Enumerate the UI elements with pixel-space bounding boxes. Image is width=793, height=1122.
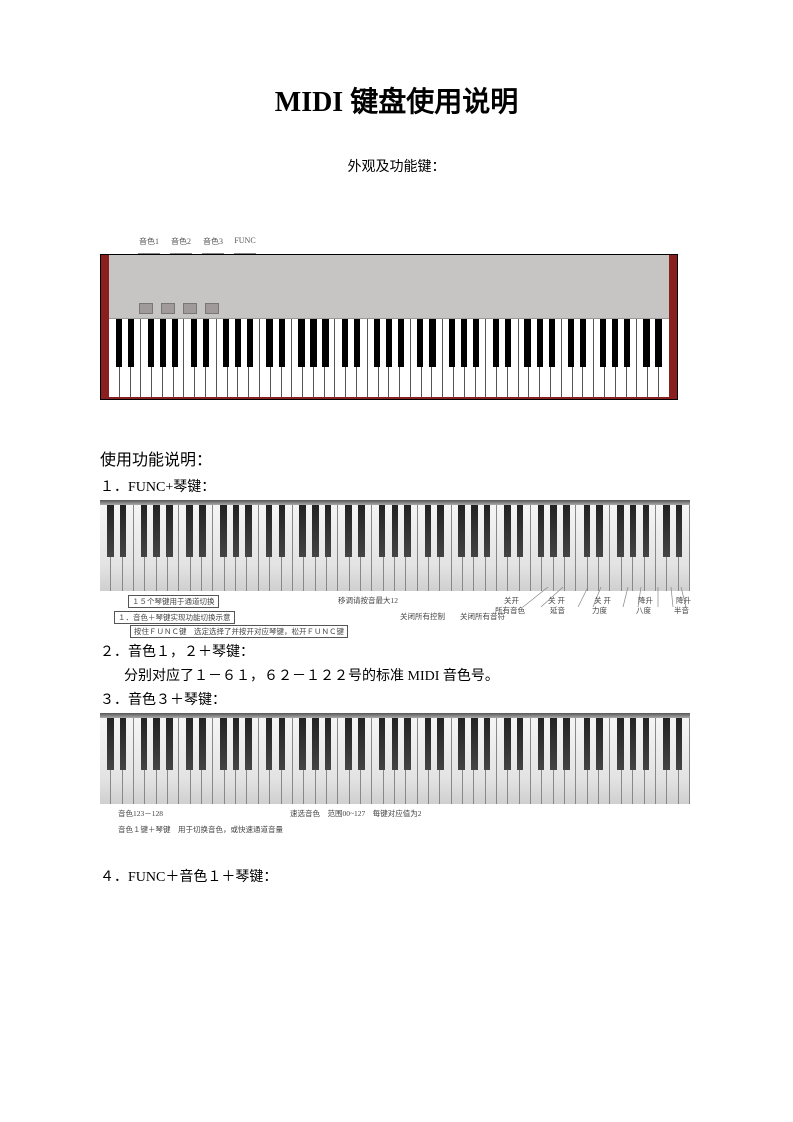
- kb1-btn-0: [139, 303, 153, 314]
- kb2-annot-mid: 移调请按音最大12: [338, 595, 398, 606]
- keyboard-1-casing: [100, 254, 678, 400]
- item-3: ３．音色３＋琴键：: [100, 689, 693, 709]
- kb1-lbl-1: 音色2: [170, 236, 192, 254]
- kb2-annot-extra: 关闭所有控制 关闭所有音符: [400, 611, 505, 622]
- page-title: MIDI 键盘使用说明: [100, 80, 693, 120]
- kb2-annot-b1: １．音色＋琴键实现功能切换示意: [114, 611, 235, 624]
- keyboard-2: [100, 500, 690, 591]
- keyboard-1-buttons: [139, 303, 219, 314]
- kb2-annot-rl3: 八度: [636, 605, 651, 616]
- section-heading: 使用功能说明：: [100, 446, 693, 470]
- keyboard-2-annotations: １５个琴键用于通道切换 移调请按音最大12 关开 关 开 关 开 降升 降升 所…: [100, 591, 693, 641]
- item-2b: 分别对应了１－６１，６２－１２２号的标准 MIDI 音色号。: [100, 665, 693, 685]
- kb3-annot-left: 音色123－128: [118, 808, 163, 819]
- item-4: ４．FUNC＋音色１＋琴键：: [100, 866, 693, 886]
- keyboard-3-annotations: 音色123－128 速选音色 范围00~127 每键对应值为2 音色１键＋琴键 …: [100, 804, 693, 836]
- kb2-annot-b2: 按住ＦＵＮＣ键 选定选择了并按开对应琴键，松开ＦＵＮＣ键: [130, 625, 348, 638]
- item-2: ２．音色１，２＋琴键：: [100, 641, 693, 661]
- subtitle: 外观及功能键：: [100, 156, 693, 176]
- kb2-annot-rl4: 半音: [674, 605, 689, 616]
- keyboard-3: [100, 713, 690, 804]
- kb2-annot-rl2: 力度: [592, 605, 607, 616]
- kb1-button-labels: 音色1 音色2 音色3 FUNC: [138, 236, 693, 254]
- kb1-lbl-0: 音色1: [138, 236, 160, 254]
- kb1-btn-3: [205, 303, 219, 314]
- kb2-annot-rl1: 延音: [550, 605, 565, 616]
- kb1-lbl-2: 音色3: [202, 236, 224, 254]
- kb1-btn-1: [161, 303, 175, 314]
- kb2-annot-left: １５个琴键用于通道切换: [128, 595, 219, 608]
- kb1-btn-2: [183, 303, 197, 314]
- kb3-annot-mid: 速选音色 范围00~127 每键对应值为2: [290, 808, 422, 819]
- keyboard-1-top-panel: [109, 255, 669, 319]
- kb3-annot-bottom: 音色１键＋琴键 用于切换音色，或快速通道音量: [118, 824, 283, 835]
- keyboard-1-keys: [109, 319, 669, 397]
- kb1-lbl-3: FUNC: [234, 236, 256, 254]
- item-1: １．FUNC+琴键：: [100, 476, 693, 496]
